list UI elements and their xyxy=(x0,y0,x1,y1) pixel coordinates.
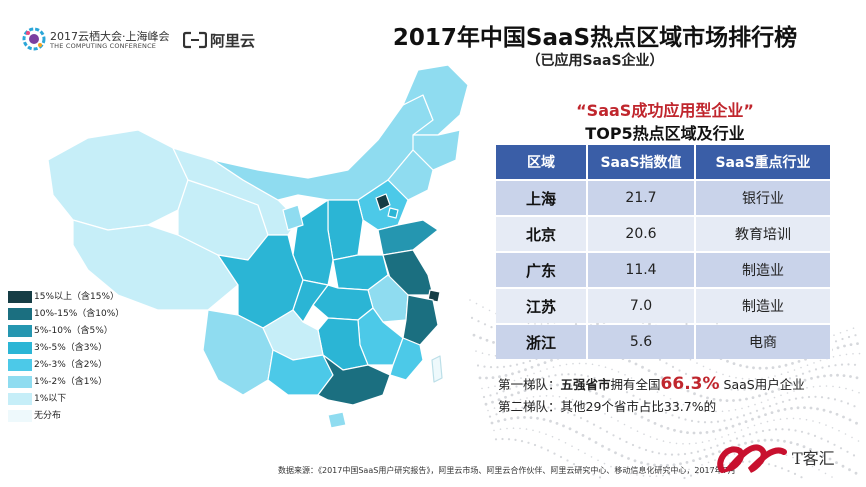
table-row: 广东 11.4 制造业 xyxy=(496,253,832,287)
cell-industry: 制造业 xyxy=(696,253,832,287)
page-subtitle: （已应用SaaS企业） xyxy=(526,53,664,69)
legend-label: 10%-15%（含10%） xyxy=(34,309,125,319)
watermark-text: T客汇 xyxy=(792,449,835,468)
legend-item: 1%-2%（含1%） xyxy=(8,375,148,389)
cell-region: 江苏 xyxy=(496,289,588,323)
table-header-row: 区域 SaaS指数值 SaaS重点行业 xyxy=(496,145,832,179)
watermark-logo-icon xyxy=(717,444,787,474)
column-header-index: SaaS指数值 xyxy=(588,145,696,179)
tier1-prefix: 第一梯队： xyxy=(498,377,561,392)
legend-item: 10%-15%（含10%） xyxy=(8,307,148,321)
cell-index: 11.4 xyxy=(588,253,696,287)
cell-industry: 制造业 xyxy=(696,289,832,323)
legend-label: 5%-10%（含5%） xyxy=(34,326,113,336)
map-region-tianjin xyxy=(387,207,399,219)
legend-swatch xyxy=(8,325,32,337)
map-region-ningxia xyxy=(282,204,304,231)
legend-label: 3%-5%（含3%） xyxy=(34,343,108,353)
table-row: 江苏 7.0 制造业 xyxy=(496,289,832,323)
cell-industry: 银行业 xyxy=(696,181,832,215)
cell-index: 7.0 xyxy=(588,289,696,323)
cell-region: 北京 xyxy=(496,217,588,251)
data-source-note: 数据来源：《2017中国SaaS用户研究报告》，阿里云市场、阿里云合作伙伴、阿里… xyxy=(278,466,736,475)
cell-region: 浙江 xyxy=(496,325,588,359)
table-row: 浙江 5.6 电商 xyxy=(496,325,832,359)
conference-logo-line1: 2017云栖大会·上海峰会 xyxy=(50,30,170,43)
legend-item: 无分布 xyxy=(8,409,148,423)
aliyun-logo-icon xyxy=(183,31,207,49)
cell-region: 上海 xyxy=(496,181,588,215)
tier1-mid: 拥有全国 xyxy=(610,377,661,392)
legend-label: 1%以下 xyxy=(34,394,67,404)
map-region-guangdong xyxy=(317,354,391,406)
cell-index: 20.6 xyxy=(588,217,696,251)
cell-industry: 教育培训 xyxy=(696,217,832,251)
legend-label: 无分布 xyxy=(34,411,62,421)
map-region-xinjiang xyxy=(47,129,189,231)
top5-table: 区域 SaaS指数值 SaaS重点行业 上海 21.7 银行业 北京 20.6 … xyxy=(496,143,832,361)
legend-item: 3%-5%（含3%） xyxy=(8,341,148,355)
map-region-tibet xyxy=(72,219,239,311)
top5-heading-primary: “SaaS成功应用型企业” xyxy=(576,101,754,120)
legend-swatch xyxy=(8,376,32,388)
column-header-region: 区域 xyxy=(496,145,588,179)
conference-logo: 2017云栖大会·上海峰会 THE COMPUTING CONFERENCE xyxy=(22,26,172,54)
conference-logo-line2: THE COMPUTING CONFERENCE xyxy=(50,42,157,50)
column-header-industry: SaaS重点行业 xyxy=(696,145,832,179)
legend-swatch xyxy=(8,359,32,371)
legend-swatch xyxy=(8,342,32,354)
legend-label: 2%-3%（含2%） xyxy=(34,360,108,370)
cell-index: 5.6 xyxy=(588,325,696,359)
cell-region: 广东 xyxy=(496,253,588,287)
legend-swatch xyxy=(8,291,32,303)
cell-industry: 电商 xyxy=(696,325,832,359)
page-title: 2017年中国SaaS热点区域市场排行榜 xyxy=(392,25,798,51)
map-region-beijing xyxy=(375,193,391,211)
map-region-shanxi xyxy=(327,199,364,261)
cell-index: 21.7 xyxy=(588,181,696,215)
aliyun-logo: 阿里云 xyxy=(183,29,263,51)
watermark: T客汇 xyxy=(712,432,862,482)
legend-label: 15%以上（含15%） xyxy=(34,292,120,302)
map-region-zhejiang xyxy=(402,294,439,346)
table-row: 北京 20.6 教育培训 xyxy=(496,217,832,251)
map-region-hainan xyxy=(327,411,347,429)
tier1-percentage: 66.3% xyxy=(660,374,720,394)
legend-swatch xyxy=(8,393,32,405)
summary-tier2: 第二梯队：其他29个省市占比33.7%的 xyxy=(498,399,717,414)
legend-item: 2%-3%（含2%） xyxy=(8,358,148,372)
legend-swatch xyxy=(8,308,32,320)
conference-logo-icon xyxy=(22,27,46,51)
summary-tier1: 第一梯队：五强省市拥有全国66.3% SaaS用户企业 xyxy=(498,374,805,394)
map-region-taiwan xyxy=(431,355,443,383)
table-row: 上海 21.7 银行业 xyxy=(496,181,832,215)
top5-heading-secondary: TOP5热点区域及行业 xyxy=(585,124,745,143)
legend-item: 5%-10%（含5%） xyxy=(8,324,148,338)
tier1-bold: 五强省市 xyxy=(560,377,611,392)
legend-item: 1%以下 xyxy=(8,392,148,406)
legend-swatch xyxy=(8,410,32,422)
china-map xyxy=(47,64,468,429)
legend-label: 1%-2%（含1%） xyxy=(34,377,108,387)
tier1-suffix: SaaS用户企业 xyxy=(719,377,805,392)
map-region-heilongjiang xyxy=(402,64,468,136)
legend-item: 15%以上（含15%） xyxy=(8,290,148,304)
aliyun-logo-text: 阿里云 xyxy=(210,32,256,50)
